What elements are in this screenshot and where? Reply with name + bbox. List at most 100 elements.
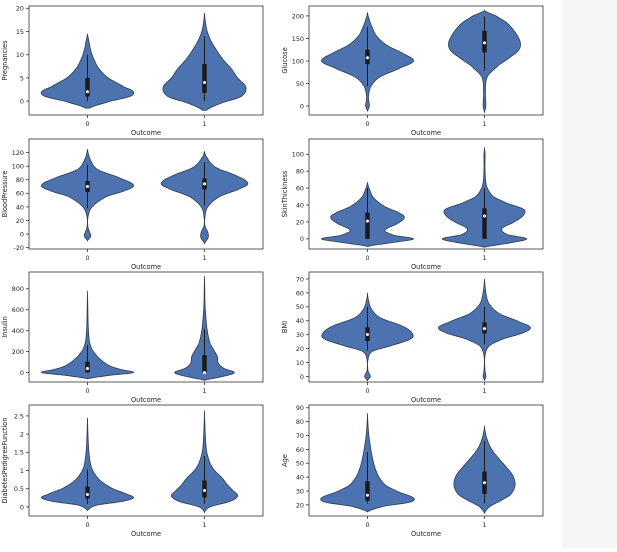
- violin-median: [203, 81, 206, 85]
- x-tick-label: 1: [202, 521, 206, 529]
- violin-iqr-box: [482, 208, 487, 239]
- y-tick-label: 10: [296, 359, 304, 367]
- violin-median: [203, 182, 206, 186]
- y-tick-label: 15: [16, 28, 24, 36]
- y-tick-label: 20: [16, 217, 24, 225]
- y-tick-label: 2: [20, 431, 24, 439]
- violin-median: [86, 185, 89, 189]
- x-tick-label: 0: [85, 254, 89, 262]
- violin-median: [86, 366, 89, 370]
- y-axis-label: Pregnancies: [1, 40, 9, 81]
- y-axis-label: BloodPressure: [1, 171, 9, 218]
- x-tick-label: 0: [365, 387, 369, 395]
- x-axis-label: Outcome: [131, 530, 161, 538]
- y-tick-label: 600: [12, 306, 24, 314]
- y-tick-label: 70: [296, 275, 304, 283]
- x-tick-label: 1: [482, 521, 486, 529]
- violin-median: [366, 56, 369, 60]
- violin-iqr-box: [365, 212, 370, 239]
- x-axis-label: Outcome: [411, 129, 441, 137]
- x-axis-label: Outcome: [411, 396, 441, 404]
- violin-median: [483, 41, 486, 45]
- violin-iqr-box: [85, 77, 90, 97]
- x-tick-label: 1: [482, 120, 486, 128]
- violin-median: [86, 493, 89, 497]
- y-tick-label: 150: [292, 35, 304, 43]
- panel-bmi: 0 10 20 30 40 50 60 70 0 1 Outcome BMI: [281, 271, 544, 404]
- violin-median: [86, 90, 89, 94]
- y-tick-label: 0: [20, 230, 24, 238]
- x-axis-label: Outcome: [411, 530, 441, 538]
- x-tick-label: 1: [202, 254, 206, 262]
- violin-median: [366, 219, 369, 223]
- y-tick-label: 90: [296, 404, 304, 412]
- violin-median: [483, 481, 486, 485]
- violin-iqr-box: [202, 355, 207, 373]
- y-axis-label: Insulin: [1, 316, 9, 338]
- y-tick-label: 200: [12, 348, 24, 356]
- violin-iqr-box: [365, 481, 370, 501]
- y-tick-label: 50: [296, 80, 304, 88]
- y-tick-label: 80: [16, 176, 24, 184]
- x-axis-label: Outcome: [131, 263, 161, 271]
- panel-skinthickness: 0 20 40 60 80 100 0 1 Outcome SkinThickness: [281, 138, 544, 271]
- y-tick-label: 2.5: [14, 412, 24, 420]
- y-tick-label: 1.5: [14, 449, 24, 457]
- y-tick-label: 80: [296, 168, 304, 176]
- y-tick-label: 20: [296, 501, 304, 509]
- y-tick-label: 40: [296, 201, 304, 209]
- y-tick-label: 60: [16, 190, 24, 198]
- axes-frame: [308, 138, 544, 250]
- y-tick-label: 100: [292, 57, 304, 65]
- violin-iqr-box: [202, 480, 207, 498]
- violin-median: [203, 489, 206, 493]
- violin-median: [483, 327, 486, 331]
- y-tick-label: 20: [16, 5, 24, 13]
- y-axis-label: Glucose: [281, 47, 289, 73]
- panel-pregnancies: 0 5 10 15 20 0 1 Outcome Pregnancies: [1, 5, 264, 137]
- violin-0: [40, 290, 135, 380]
- y-tick-label: 0: [20, 503, 24, 511]
- y-tick-label: 60: [296, 184, 304, 192]
- y-tick-label: 1: [20, 467, 24, 475]
- violin-median: [203, 371, 206, 375]
- violin-0: [41, 417, 134, 512]
- y-tick-label: 20: [296, 345, 304, 353]
- violin-median: [483, 214, 486, 218]
- x-tick-label: 0: [365, 521, 369, 529]
- x-tick-label: 1: [482, 387, 486, 395]
- x-tick-label: 1: [202, 387, 206, 395]
- y-tick-label: 0: [300, 373, 304, 381]
- violin-iqr-box: [85, 486, 90, 499]
- y-tick-label: 100: [292, 151, 304, 159]
- panel-bloodpressure: -20 0 20 40 60 80 100 120 0 1 Outcome BloodPressure: [1, 138, 264, 271]
- violin-median: [366, 333, 369, 337]
- y-tick-label: 0: [20, 97, 24, 105]
- y-tick-label: 20: [296, 218, 304, 226]
- y-tick-label: 400: [12, 327, 24, 335]
- x-tick-label: 0: [365, 254, 369, 262]
- violin-iqr-box: [202, 63, 207, 93]
- axes-frame: [28, 271, 264, 383]
- y-tick-label: 40: [16, 203, 24, 211]
- y-tick-label: 50: [296, 303, 304, 311]
- y-tick-label: 100: [12, 163, 24, 171]
- x-tick-label: 0: [365, 120, 369, 128]
- y-tick-label: 30: [296, 487, 304, 495]
- y-tick-label: 40: [296, 317, 304, 325]
- y-axis-label: Age: [281, 454, 289, 467]
- y-tick-label: 5: [20, 74, 24, 82]
- y-tick-label: 0: [300, 235, 304, 243]
- x-axis-label: Outcome: [411, 263, 441, 271]
- x-tick-label: 0: [85, 387, 89, 395]
- y-tick-label: 0: [300, 102, 304, 110]
- y-tick-label: 60: [296, 446, 304, 454]
- y-tick-label: 0.5: [14, 485, 24, 493]
- y-tick-label: 200: [292, 12, 304, 20]
- x-axis-label: Outcome: [131, 129, 161, 137]
- y-tick-label: 800: [12, 285, 24, 293]
- y-axis-label: SkinThickness: [281, 170, 289, 217]
- y-tick-label: 50: [296, 460, 304, 468]
- right-margin-panel: [562, 0, 617, 548]
